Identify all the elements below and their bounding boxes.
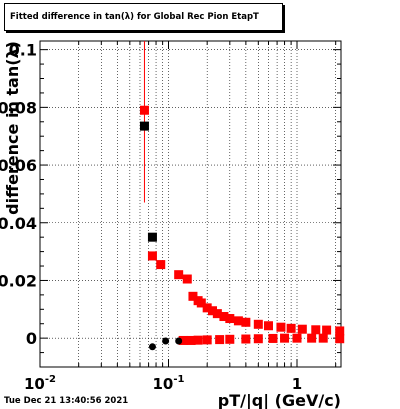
data-point bbox=[215, 335, 225, 345]
data-point bbox=[263, 321, 273, 331]
data-point bbox=[311, 325, 321, 335]
axis-ticks bbox=[39, 41, 341, 368]
y-tick-label: 0.04 bbox=[0, 214, 37, 233]
y-tick-label: 0.08 bbox=[0, 98, 37, 117]
data-point bbox=[225, 334, 235, 344]
data-point bbox=[178, 335, 188, 345]
chart-title-box: Fitted difference in tan(λ) for Global R… bbox=[4, 3, 283, 31]
data-point bbox=[139, 121, 149, 131]
y-tick-label: 0.02 bbox=[0, 271, 37, 290]
axis-labels: 00.020.040.060.080.110-2 10-1 1pT/|q| (GeV… bbox=[0, 41, 341, 409]
data-point bbox=[174, 270, 184, 280]
data-point bbox=[292, 333, 302, 343]
timestamp: Tue Dec 21 13:40:56 2021 bbox=[4, 396, 129, 406]
data-point bbox=[297, 324, 307, 334]
data-point bbox=[208, 306, 218, 316]
data-point bbox=[335, 334, 345, 344]
data-point bbox=[253, 334, 263, 344]
x-tick-label: 10-1 bbox=[153, 374, 185, 393]
data-point bbox=[193, 335, 203, 345]
data-point bbox=[268, 333, 278, 343]
y-tick-label: 0.1 bbox=[9, 41, 37, 60]
data-point bbox=[212, 309, 222, 319]
x-axis-label: pT/|q| (GeV/c) bbox=[218, 391, 341, 409]
data-point bbox=[219, 312, 229, 322]
plot-frame bbox=[39, 40, 342, 368]
data-point bbox=[202, 335, 212, 345]
y-tick-label: 0 bbox=[26, 329, 37, 348]
data-point bbox=[253, 319, 263, 329]
data-point bbox=[335, 326, 345, 336]
data-point bbox=[186, 335, 196, 345]
x-tick-label: 1 bbox=[292, 375, 302, 393]
grid-lines bbox=[40, 41, 341, 367]
data-point bbox=[233, 316, 243, 326]
data-point bbox=[196, 298, 206, 308]
data-point bbox=[286, 323, 296, 333]
data-point bbox=[156, 260, 166, 270]
data-point bbox=[147, 232, 157, 242]
data-point bbox=[322, 325, 332, 335]
data-point bbox=[202, 303, 212, 313]
data-point bbox=[225, 314, 235, 324]
x-tick-label-base: 10 bbox=[24, 375, 45, 393]
data-point bbox=[162, 337, 170, 345]
data-point bbox=[280, 333, 290, 343]
y-axis-label: difference in tan(λ) bbox=[3, 41, 22, 215]
y-tick-label: 0.06 bbox=[0, 156, 37, 175]
data-point bbox=[318, 333, 328, 343]
x-tick-label: 10-2 bbox=[24, 374, 56, 393]
data-point bbox=[182, 274, 192, 284]
x-tick-label-exponent: -1 bbox=[173, 374, 184, 385]
data-point bbox=[175, 337, 183, 345]
x-tick-label-exponent: -2 bbox=[45, 374, 56, 385]
x-tick-label-base: 1 bbox=[292, 375, 302, 393]
x-tick-label-base: 10 bbox=[153, 375, 174, 393]
data-point bbox=[188, 291, 198, 301]
data-marks bbox=[139, 41, 345, 351]
data-point bbox=[241, 317, 251, 327]
data-point bbox=[307, 333, 317, 343]
data-point bbox=[148, 343, 156, 351]
data-point bbox=[139, 105, 149, 115]
data-point bbox=[241, 334, 251, 344]
data-point bbox=[276, 322, 286, 332]
chart-title: Fitted difference in tan(λ) for Global R… bbox=[10, 12, 259, 22]
data-point bbox=[147, 251, 157, 261]
